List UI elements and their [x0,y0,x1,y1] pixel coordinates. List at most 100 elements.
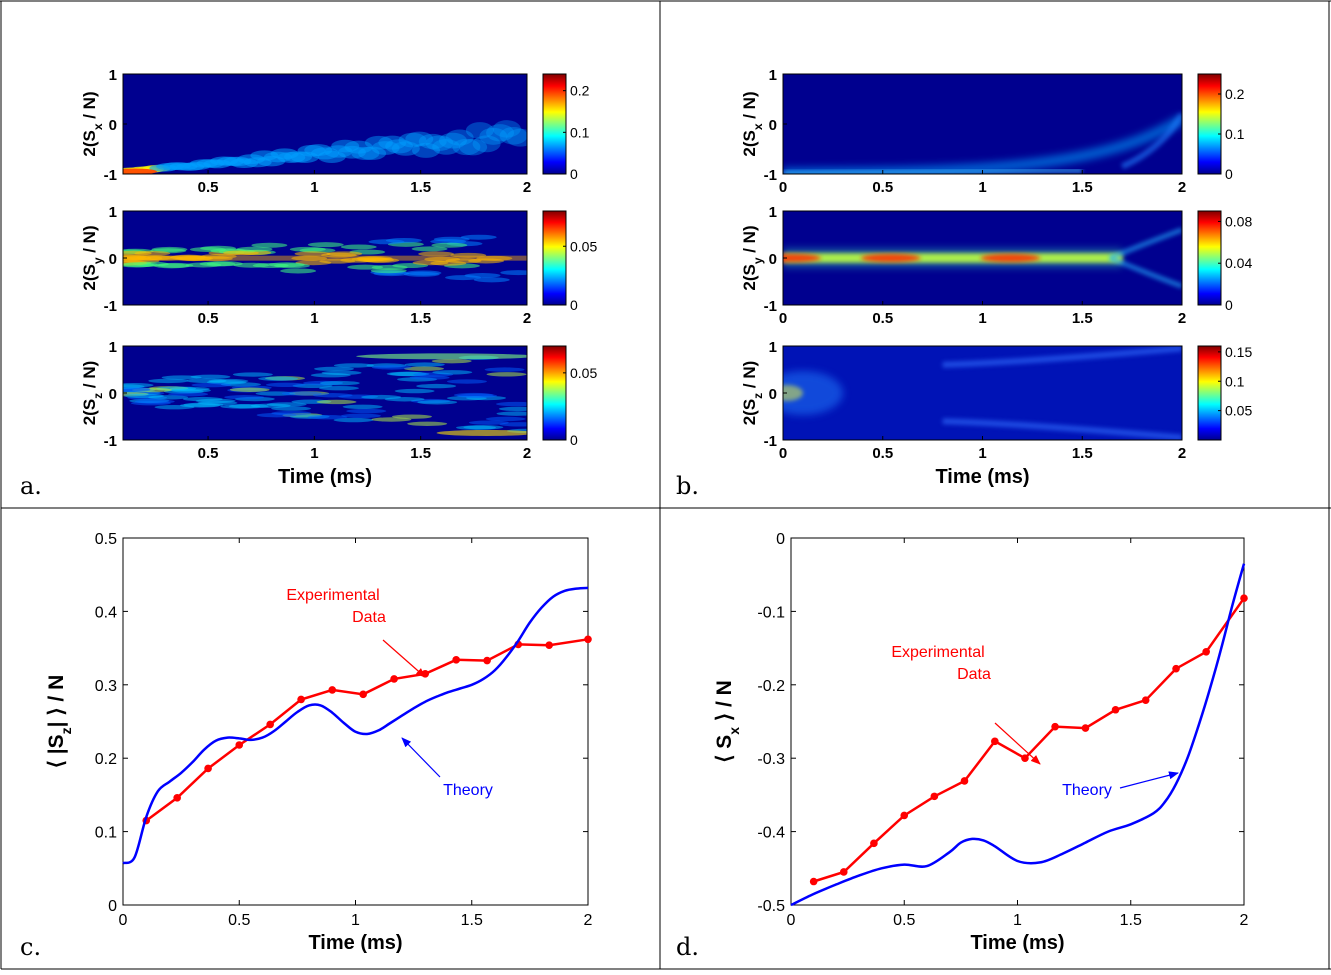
experimental-data-point [359,690,367,699]
experimental-data-point [235,741,244,749]
y-tick-label: -1 [104,433,117,450]
x-tick-label: 0.5 [198,310,219,327]
y-tick-label: 0.4 [95,604,117,621]
experimental-data-point [960,777,969,785]
experimental-data-point [328,686,337,694]
experimental-data-point [1111,705,1120,714]
y-tick-label: 0 [769,251,777,268]
theory-series-line [790,563,1246,907]
y-tick-label: -1 [104,298,117,315]
x-tick-label: 2 [1240,912,1249,929]
x-tick-label: 0.5 [198,179,219,196]
heatmap-texture [123,211,527,305]
heatmap-subplot-b-3: 10-10 0.5 1 1.5 22(Sz / N)0.150.10.05 [740,339,1252,462]
colorbar-tick-label: 0.1 [570,124,590,140]
x-tick-label: 0 [787,912,796,929]
x-axis-label: Time (ms) [970,932,1064,954]
heatmap-texture [783,74,1182,174]
y-tick-label: 1 [109,67,117,84]
panel-label-b: b. [676,472,699,500]
experimental-data-point [1172,664,1180,673]
experimental-data-point [900,811,909,820]
experimental-data-point [545,641,553,649]
x-tick-label: 1 [978,310,986,327]
plot-frame [790,537,1245,906]
y-axis-label: 2(Sz / N) [80,361,105,426]
annotation-experimental: Experimental [891,644,984,661]
y-tick-label: -1 [764,298,777,315]
x-tick-label: 1 [351,912,360,929]
experimental-data-point [1141,696,1150,705]
y-tick-label: 1 [769,339,777,356]
x-tick-label: 2 [523,310,531,327]
x-tick-label: 2 [1178,445,1186,462]
x-tick-label: 0 [119,912,128,929]
heatmap-subplot-a-2: 1 0 -1 0.5 1 1.5 2 2(Sy / N) 0.05 0 [80,204,597,327]
x-tick-label: 0.5 [872,310,893,327]
y-tick-label: -1 [104,167,117,184]
colorbar-tick-label: 0 [1225,166,1233,182]
x-tick-label: 0 [779,179,787,196]
colorbar-tick-label: 0.2 [570,83,590,99]
experimental-data-point [930,792,939,801]
x-tick-label: 1 [1013,912,1022,929]
heatmap-background [783,74,1182,174]
heatmap-subplot-b-1: 10-10 0.5 1 1.5 22(Sx / N) 0.20.10 [740,67,1245,196]
colorbar-tick-label: 0.1 [1225,126,1245,142]
y-axis-label: 2(Sy / N) [740,225,765,290]
experimental-data-point [173,794,181,802]
x-tick-label: 1 [310,310,318,327]
x-axis-label: Time (ms) [308,932,402,954]
y-tick-label: 0.1 [95,825,117,842]
y-axis-label: ⟨ Sx ⟩ / N [713,680,742,763]
x-tick-label: 1.5 [1072,179,1093,196]
annotation-arrow-theory [401,737,441,778]
x-tick-label: 1 [310,445,318,462]
line-chart-c: 0 0.1 0.2 0.3 0.4 0.5 0 0.5 1 1.5 2 Time (ms) ⟨ |Sz|… [45,531,593,954]
y-tick-label: 0 [109,251,117,268]
annotation-theory: Theory [1062,782,1112,799]
experimental-data-point [1081,724,1090,732]
heatmap-texture [783,211,1182,305]
heatmap-panel-a: 1 0 -1 0.5 1 1.5 2 2(Sx / N) 0.2 0.1 0 1 0 -1 0.5 1 1.5 2… [80,67,597,488]
y-tick-label: 0 [769,117,777,134]
colorbar-tick-label: 0.15 [1225,344,1252,360]
colorbar [1197,73,1222,175]
colorbar [1197,345,1222,441]
colorbar-tick-label: 0 [570,297,578,313]
experimental-data-point [297,695,305,704]
plot-frame [122,537,589,906]
y-tick-label: -0.1 [757,604,785,621]
experimental-data-point [870,839,878,848]
experimental-data-point [809,877,818,886]
y-axis-label: 2(Sx / N) [80,91,105,156]
x-tick-label: 1.5 [410,179,431,196]
x-tick-label: 1.5 [410,310,431,327]
x-tick-label: 2 [523,179,531,196]
experimental-data-point [204,764,212,773]
y-tick-label: 0 [109,117,117,134]
heatmap-texture [123,346,527,440]
colorbar-tick-label: 0 [570,432,578,448]
y-tick-label: 1 [769,204,777,221]
experimental-data-point [483,656,491,665]
x-tick-label: 1.5 [461,912,483,929]
panel-label-a: a. [20,472,42,500]
x-axis-label: Time (ms) [935,466,1029,488]
experimental-data-point [991,737,999,746]
x-tick-label: 0.5 [872,445,893,462]
theory-series-line [122,586,589,865]
heatmap-subplot-a-1: 1 0 -1 0.5 1 1.5 2 2(Sx / N) 0.2 0.1 0 [80,67,590,196]
y-tick-label: 0 [769,386,777,403]
y-tick-label: 0 [108,898,117,915]
x-tick-label: 1.5 [1072,445,1093,462]
colorbar-tick-label: 0.05 [1225,403,1252,419]
annotation-arrow-experimental [382,639,426,678]
colorbar [542,345,567,441]
experimental-data-point [452,656,460,664]
experimental-data-point [1202,647,1210,656]
heatmap-texture [783,346,1182,440]
